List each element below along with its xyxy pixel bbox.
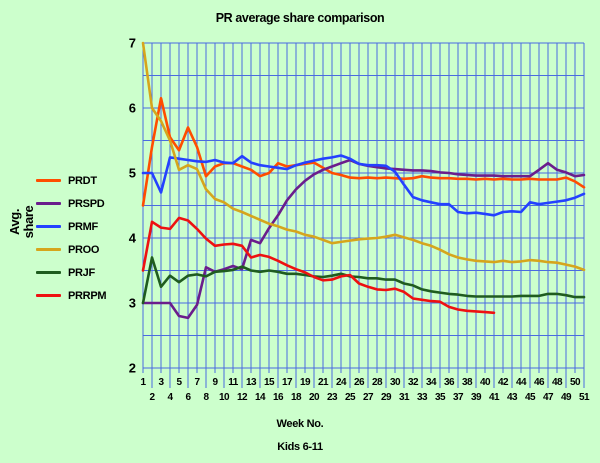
svg-text:7: 7 <box>129 36 136 51</box>
svg-text:7: 7 <box>194 377 200 388</box>
svg-text:45: 45 <box>525 392 536 403</box>
svg-text:6: 6 <box>129 101 136 116</box>
legend-label-prjf: PRJF <box>68 266 95 279</box>
svg-text:49: 49 <box>561 392 572 403</box>
svg-text:13: 13 <box>246 377 257 388</box>
legend-swatch-prdt <box>36 179 61 182</box>
legend-label-proo: PROO <box>68 243 100 256</box>
legend-label-prspd: PRSPD <box>68 197 105 210</box>
svg-text:4: 4 <box>167 392 173 403</box>
svg-text:29: 29 <box>381 392 392 403</box>
legend-item-proo: PROO <box>36 238 106 261</box>
svg-text:24: 24 <box>336 377 347 388</box>
legend-item-prspd: PRSPD <box>36 192 106 215</box>
legend-item-prdt: PRDT <box>36 169 106 192</box>
svg-text:16: 16 <box>273 392 284 403</box>
legend-label-prrpm: PRRPM <box>68 289 107 302</box>
x-tick-labels: 1234567891011121314151617181920212324252… <box>140 377 590 403</box>
svg-text:40: 40 <box>480 377 491 388</box>
svg-text:21: 21 <box>318 377 329 388</box>
svg-text:30: 30 <box>390 377 401 388</box>
svg-text:3: 3 <box>158 377 164 388</box>
legend: PRDT PRSPD PRMF PROO PRJF PRRPM <box>36 169 107 307</box>
series-PRRPM <box>141 216 496 315</box>
x-axis-label: Week No. <box>276 418 324 430</box>
svg-text:35: 35 <box>435 392 446 403</box>
y-tick-labels: 2 3 4 5 6 7 <box>129 36 137 376</box>
svg-text:32: 32 <box>408 377 419 388</box>
svg-text:33: 33 <box>417 392 428 403</box>
svg-text:50: 50 <box>570 377 581 388</box>
svg-text:47: 47 <box>543 392 554 403</box>
svg-text:38: 38 <box>462 377 473 388</box>
svg-text:18: 18 <box>291 392 302 403</box>
gridlines <box>142 42 585 388</box>
svg-text:19: 19 <box>300 377 311 388</box>
svg-text:25: 25 <box>345 392 356 403</box>
svg-text:37: 37 <box>453 392 464 403</box>
legend-swatch-prrpm <box>36 294 61 297</box>
legend-swatch-prspd <box>36 202 61 205</box>
svg-text:51: 51 <box>579 392 590 403</box>
svg-text:42: 42 <box>498 377 509 388</box>
svg-text:2: 2 <box>149 392 155 403</box>
svg-text:15: 15 <box>264 377 275 388</box>
svg-text:10: 10 <box>219 392 230 403</box>
svg-text:26: 26 <box>354 377 365 388</box>
svg-text:44: 44 <box>516 377 527 388</box>
svg-text:17: 17 <box>282 377 293 388</box>
svg-text:2: 2 <box>129 361 136 376</box>
legend-label-prdt: PRDT <box>68 174 97 187</box>
legend-item-prmf: PRMF <box>36 215 106 238</box>
svg-text:5: 5 <box>129 166 136 181</box>
series-PRDT <box>141 96 586 207</box>
svg-text:23: 23 <box>327 392 338 403</box>
legend-swatch-prmf <box>36 225 61 228</box>
svg-text:5: 5 <box>176 377 182 388</box>
svg-text:4: 4 <box>129 231 137 246</box>
svg-text:28: 28 <box>372 377 383 388</box>
svg-text:41: 41 <box>489 392 500 403</box>
svg-text:43: 43 <box>507 392 518 403</box>
legend-swatch-proo <box>36 248 61 251</box>
chart-title: PR average share comparison <box>215 10 385 25</box>
chart-caption: Kids 6-11 <box>277 441 323 453</box>
svg-text:3: 3 <box>129 296 136 311</box>
legend-label-prmf: PRMF <box>68 220 98 233</box>
svg-text:12: 12 <box>237 392 248 403</box>
svg-text:39: 39 <box>471 392 482 403</box>
svg-text:11: 11 <box>228 377 239 388</box>
svg-text:31: 31 <box>399 392 410 403</box>
legend-item-prrpm: PRRPM <box>36 284 107 307</box>
svg-text:6: 6 <box>185 392 191 403</box>
svg-text:1: 1 <box>140 377 146 388</box>
series-PRJF <box>141 256 586 305</box>
svg-text:36: 36 <box>444 377 455 388</box>
svg-text:8: 8 <box>203 392 209 403</box>
legend-swatch-prjf <box>36 271 61 274</box>
svg-text:9: 9 <box>212 377 218 388</box>
series-PROO <box>141 41 586 272</box>
series-PRMF <box>141 154 586 217</box>
svg-text:46: 46 <box>534 377 545 388</box>
svg-text:27: 27 <box>363 392 374 403</box>
svg-text:14: 14 <box>255 392 266 403</box>
svg-text:20: 20 <box>309 392 320 403</box>
legend-item-prjf: PRJF <box>36 261 106 284</box>
svg-text:48: 48 <box>552 377 563 388</box>
svg-text:34: 34 <box>426 377 437 388</box>
